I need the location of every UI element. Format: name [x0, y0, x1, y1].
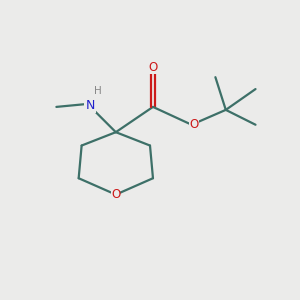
- Text: O: O: [189, 118, 199, 130]
- Text: O: O: [148, 61, 158, 74]
- Text: H: H: [94, 85, 102, 96]
- Text: N: N: [85, 99, 94, 112]
- Text: O: O: [111, 188, 120, 201]
